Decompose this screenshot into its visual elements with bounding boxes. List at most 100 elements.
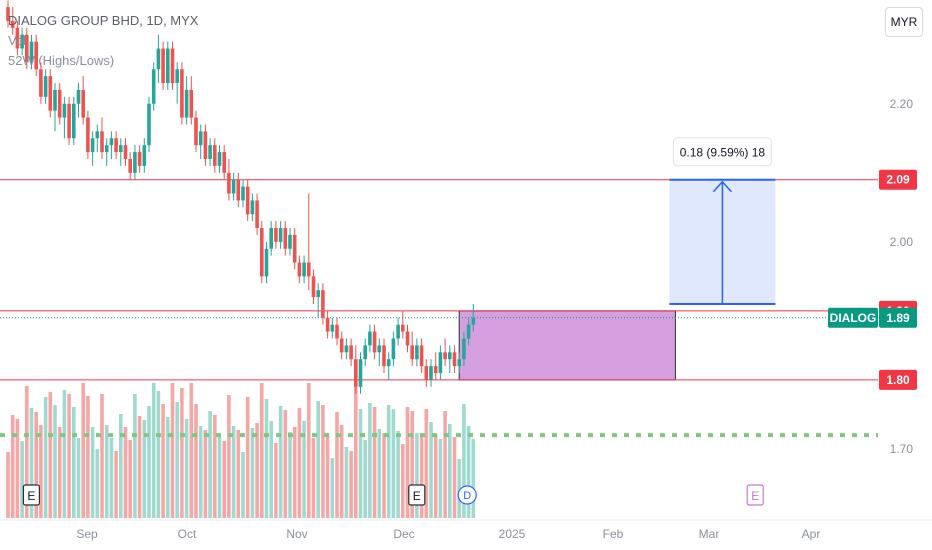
candle — [438, 345, 443, 380]
volume-bar — [438, 439, 443, 518]
time-tick-label: Sep — [76, 527, 98, 541]
candle — [349, 338, 353, 367]
candle-body — [330, 324, 335, 332]
candle — [95, 124, 100, 153]
volume-bar — [81, 383, 85, 518]
candle-body — [241, 186, 245, 201]
volume-bar — [292, 427, 297, 518]
volume-bar — [339, 425, 344, 518]
candle — [274, 221, 278, 249]
candle-body — [448, 352, 452, 360]
candle-body — [368, 331, 372, 346]
candle — [255, 193, 259, 235]
earnings-marker — [408, 484, 426, 506]
event-markers: E E ED — [22, 484, 764, 506]
candle-body — [438, 352, 443, 374]
candle-body — [255, 200, 259, 229]
projection-label: 0.18 (9.59%) 18 — [680, 146, 766, 160]
volume-bar — [330, 458, 335, 518]
candle — [222, 145, 226, 180]
candle — [81, 76, 85, 125]
candle-body — [184, 89, 189, 118]
currency-button[interactable]: MYR — [885, 7, 923, 37]
volume-bar — [401, 444, 405, 518]
candle — [433, 352, 438, 380]
candle-body — [100, 131, 104, 153]
time-axis[interactable]: Sep Oct Nov Dec 2025 Feb Mar Apr — [76, 527, 820, 541]
candle — [292, 228, 297, 270]
candle-body — [67, 103, 71, 139]
candle-body — [156, 48, 161, 70]
candle — [288, 228, 292, 256]
candle — [90, 131, 95, 166]
candle-body — [39, 69, 43, 97]
volume-bar — [39, 425, 43, 518]
volume-bar — [391, 409, 396, 518]
volume-bar — [325, 436, 330, 518]
volume-bar — [302, 421, 306, 518]
volume-bar — [194, 404, 198, 518]
candle — [184, 76, 189, 125]
candle — [311, 269, 316, 304]
candle — [29, 34, 34, 70]
candle — [429, 359, 433, 387]
time-tick-label: Dec — [393, 527, 414, 541]
candle-layer — [6, 0, 476, 394]
candle-body — [180, 69, 184, 118]
candle — [466, 317, 471, 346]
indicator-52w-label[interactable]: 52W (Highs/Lows) — [8, 53, 115, 68]
last-price-tag — [879, 307, 917, 328]
candle — [151, 62, 156, 111]
earnings-marker-label: E — [413, 489, 421, 503]
candle-body — [57, 89, 62, 118]
volume-bar — [274, 443, 278, 518]
candle — [354, 345, 358, 394]
projection-arrowhead — [712, 180, 732, 193]
candle — [147, 96, 151, 153]
candle — [415, 338, 419, 367]
candle-body — [217, 152, 222, 166]
candle-body — [15, 27, 20, 49]
candle-body — [283, 228, 288, 249]
candle — [316, 283, 320, 318]
candle-body — [25, 34, 29, 63]
volume-bar — [137, 416, 142, 518]
candle — [278, 221, 283, 249]
volume-bar — [86, 396, 90, 518]
candle — [142, 138, 147, 173]
candle — [203, 124, 208, 166]
volume-bar — [184, 419, 189, 518]
price-tick-label: 2.20 — [890, 97, 914, 111]
candle — [25, 27, 29, 70]
volume-bar — [90, 427, 95, 518]
candle-body — [415, 345, 419, 360]
indicator-vol-label[interactable]: Vol — [8, 33, 27, 48]
candle — [119, 138, 123, 166]
volume-bar — [386, 405, 391, 518]
candle-body — [316, 290, 320, 298]
candle — [264, 241, 269, 284]
candle — [236, 172, 241, 208]
candle — [67, 96, 71, 146]
candle-body — [260, 228, 264, 277]
volume-bar — [443, 411, 447, 518]
candle — [137, 145, 142, 173]
level-tag — [879, 369, 917, 390]
candle — [462, 331, 466, 367]
candle — [377, 338, 382, 367]
earnings-marker-label: E — [27, 489, 35, 503]
volume-bar — [410, 411, 414, 518]
volume-bar — [457, 459, 461, 518]
volume-bar — [6, 452, 10, 518]
volume-bar — [363, 440, 367, 518]
candle — [321, 283, 325, 325]
candle-body — [307, 262, 311, 277]
volume-bar — [29, 408, 34, 518]
candle-body — [424, 366, 429, 380]
time-tick-label: Nov — [286, 527, 307, 541]
candle-body — [236, 179, 241, 201]
candle-body — [48, 76, 53, 111]
